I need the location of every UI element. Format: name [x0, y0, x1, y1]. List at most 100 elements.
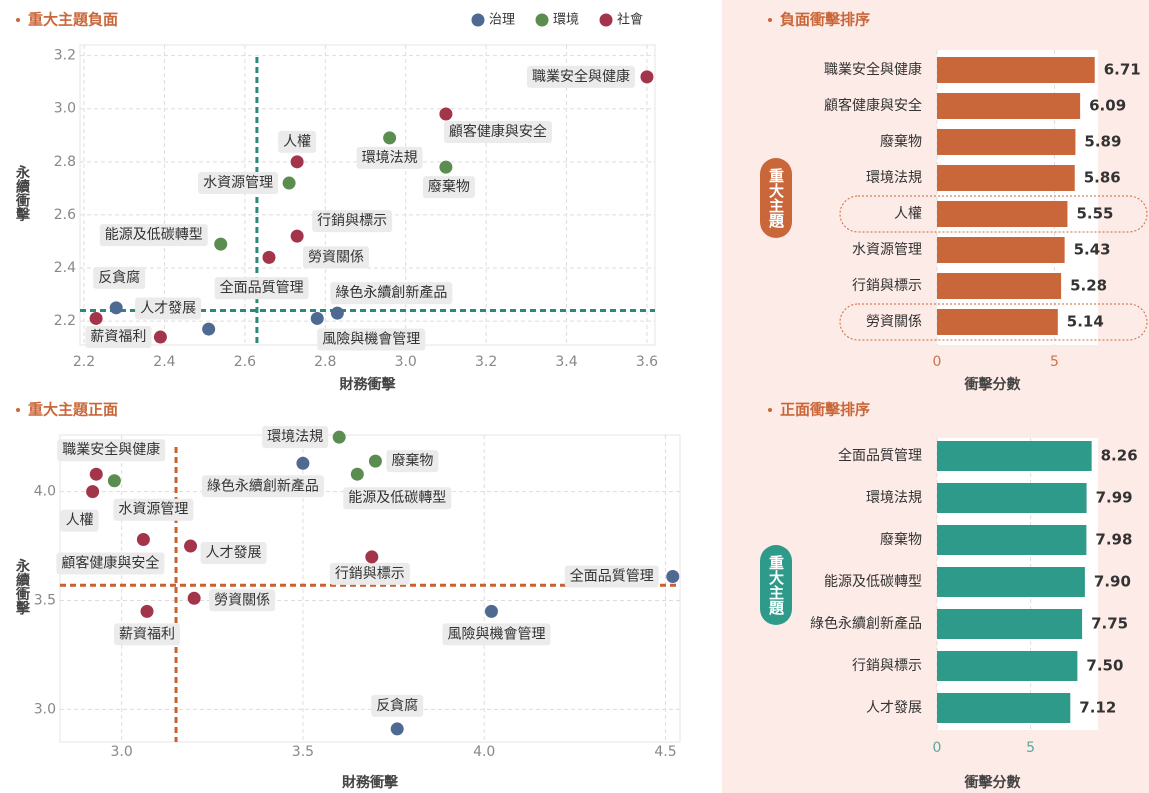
label-box	[442, 623, 551, 646]
x-tick-label: 0	[933, 354, 942, 370]
y-tick-label: 3.0	[34, 701, 56, 717]
label-box	[114, 623, 181, 646]
point	[202, 322, 216, 336]
point-label: 薪資福利	[85, 326, 152, 349]
point	[666, 570, 680, 584]
point-label-text: 廢棄物	[428, 178, 470, 195]
y-tick-label: 4.0	[34, 484, 56, 500]
label-box	[85, 326, 152, 349]
value-label: 7.12	[1079, 699, 1116, 717]
point	[296, 456, 310, 470]
bar	[937, 165, 1075, 191]
point-label-text: 環境法規	[362, 150, 418, 166]
bar	[937, 483, 1087, 513]
point	[640, 70, 654, 84]
title-bullet	[16, 18, 20, 22]
point-label-text: 綠色永續創新產品	[335, 284, 447, 301]
title-bullet	[768, 18, 772, 22]
label-box	[302, 246, 369, 269]
legend-label: 環境	[553, 13, 579, 28]
category-label: 行銷與標示	[852, 278, 922, 294]
chart-title: 正面衝擊排序	[780, 401, 870, 419]
point-label: 職業安全與健康	[526, 65, 635, 88]
point	[365, 550, 379, 564]
x-tick-label: 3.0	[111, 744, 133, 760]
point	[484, 604, 498, 618]
point	[86, 485, 100, 499]
x-tick-label: 3.0	[395, 354, 417, 370]
point-label: 行銷與標示	[312, 210, 393, 233]
point	[290, 155, 304, 169]
label-box	[386, 450, 439, 473]
point-label: 顧客健康與安全	[443, 121, 552, 144]
bar	[937, 609, 1083, 639]
point-label-text: 人才發展	[206, 545, 262, 561]
category-label: 行銷與標示	[852, 658, 922, 674]
point-label-text: 行銷與標示	[317, 213, 387, 229]
bar	[937, 237, 1065, 263]
point-label: 人才發展	[135, 297, 202, 320]
bar	[937, 651, 1078, 681]
bar	[937, 57, 1095, 83]
point	[107, 474, 121, 488]
label-box	[201, 475, 324, 498]
bar	[937, 201, 1068, 227]
point-label-text: 勞資關係	[308, 249, 364, 265]
point-label-text: 水資源管理	[203, 175, 273, 191]
point-label: 環境法規	[262, 426, 329, 449]
point-label-text: 薪資福利	[119, 626, 175, 642]
point-label: 人權	[278, 130, 317, 153]
category-label: 廢棄物	[880, 133, 922, 150]
value-label: 5.89	[1084, 133, 1121, 151]
point-label-text: 薪資福利	[90, 329, 146, 345]
point-label: 職業安全與健康	[57, 439, 166, 462]
label-box	[343, 487, 452, 510]
point-label-text: 人權	[66, 513, 94, 529]
label-box	[198, 172, 279, 195]
x-tick-label: 2.2	[73, 354, 95, 370]
point	[89, 467, 103, 481]
bar	[937, 525, 1087, 555]
point-label-text: 行銷與標示	[335, 566, 405, 582]
bar	[937, 567, 1085, 597]
value-label: 6.71	[1104, 61, 1141, 79]
point-label: 人權	[60, 509, 99, 532]
value-label: 5.43	[1074, 241, 1111, 259]
chart-title: 重大主題正面	[28, 401, 118, 419]
point	[262, 250, 276, 264]
group-pill	[760, 158, 792, 238]
point-label-text: 人權	[283, 134, 311, 150]
x-axis-label: 衝擊分數	[964, 376, 1021, 393]
point-label-text: 綠色永續創新產品	[207, 477, 319, 494]
label-box	[200, 542, 267, 565]
x-tick-label: 3.5	[292, 744, 314, 760]
label-box	[56, 552, 165, 575]
point-label: 勞資關係	[302, 246, 369, 269]
point-label: 薪資福利	[114, 623, 181, 646]
category-label: 職業安全與健康	[824, 61, 922, 78]
point	[109, 301, 123, 315]
point	[140, 604, 154, 618]
bar	[937, 273, 1062, 299]
point-label-text: 全面品質管理	[220, 279, 304, 296]
point-label: 顧客健康與安全	[56, 552, 165, 575]
point-label-text: 全面品質管理	[570, 568, 654, 585]
bar	[937, 441, 1092, 471]
x-axis-label: 財務衝擊	[339, 376, 397, 393]
category-label: 環境法規	[866, 490, 922, 506]
x-tick-label: 3.4	[555, 354, 577, 370]
point-label: 風險與機會管理	[317, 328, 426, 351]
point	[310, 311, 324, 325]
x-tick-label: 4.5	[654, 744, 676, 760]
value-label: 6.09	[1089, 97, 1126, 115]
x-tick-label: 2.6	[234, 354, 256, 370]
legend-swatch	[535, 13, 549, 27]
x-tick-label: 3.6	[636, 354, 658, 370]
x-axis-label: 衝擊分數	[964, 774, 1021, 791]
point	[332, 430, 346, 444]
category-label: 環境法規	[866, 170, 922, 186]
point	[187, 591, 201, 605]
category-label: 勞資關係	[866, 314, 922, 330]
point	[136, 533, 150, 547]
point-label-text: 職業安全與健康	[62, 441, 160, 458]
